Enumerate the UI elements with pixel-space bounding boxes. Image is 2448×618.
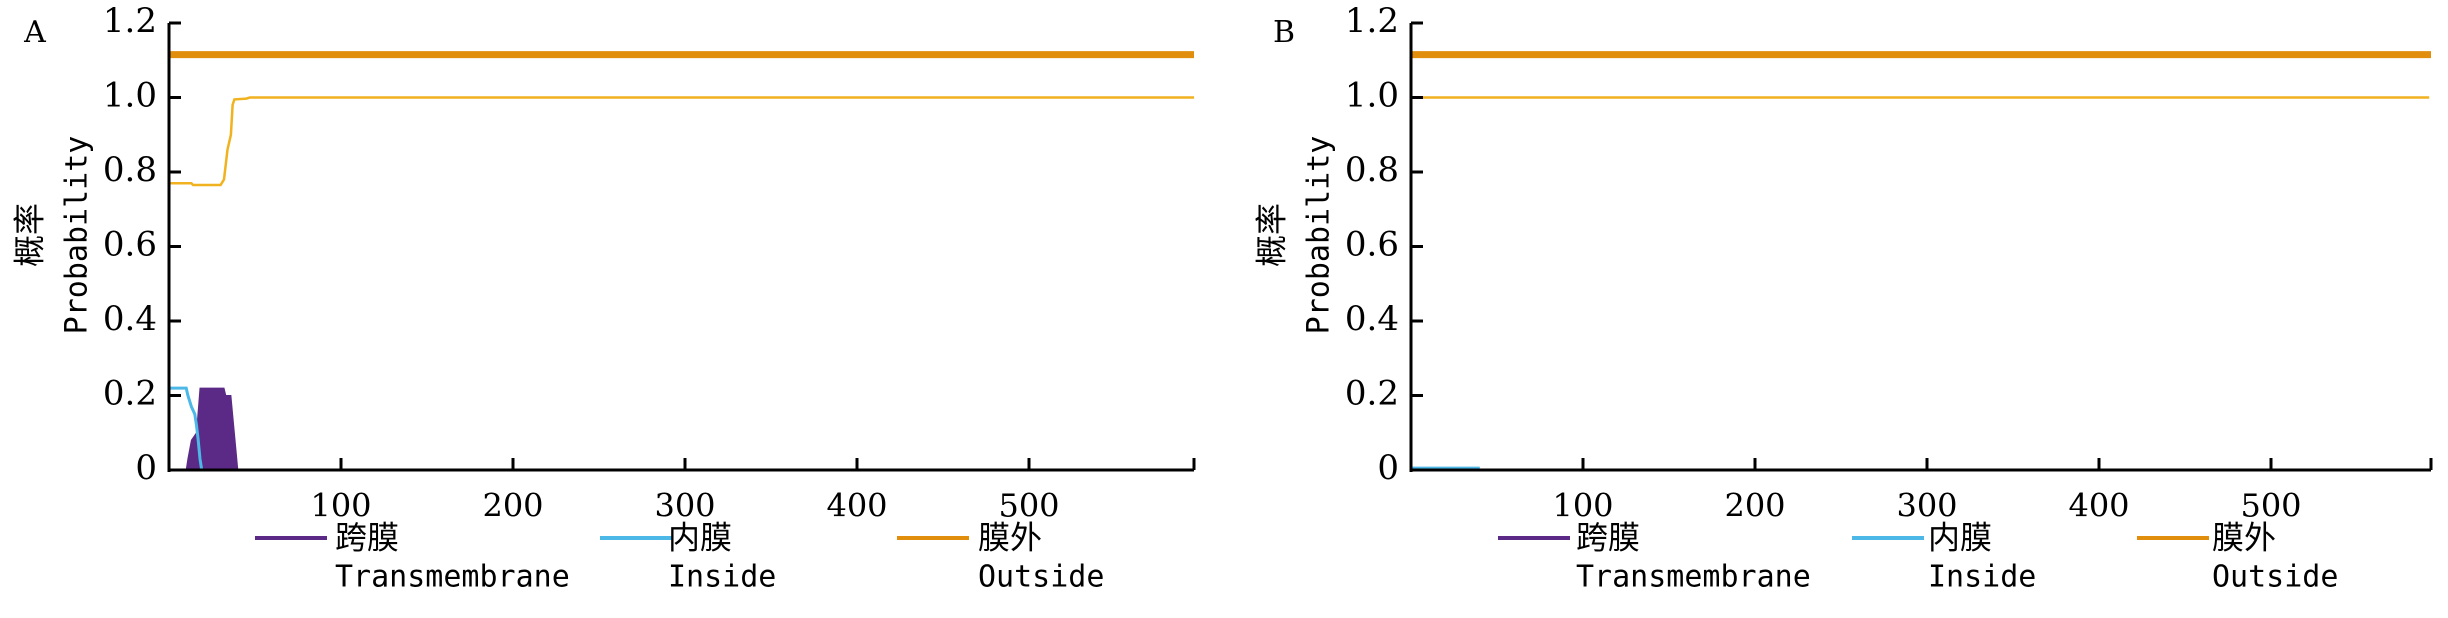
legend-label: Outside	[978, 560, 1104, 595]
panel-a: A 概率 Probability 0 0.2 0.4 0.6 0.8 1.0 1.2 100 200 3…	[11, 1, 1196, 595]
legend-label: Transmembrane	[1576, 560, 1811, 595]
y-axis-label-cn: 概率	[11, 203, 49, 267]
legend-label-cn: 膜外	[978, 519, 1042, 557]
x-tick-label: 400	[826, 487, 887, 525]
y-tick-label: 0.4	[1345, 299, 1399, 339]
x-tick-label: 100	[1552, 487, 1613, 525]
x-tick-label: 200	[1724, 487, 1785, 525]
legend-label-cn: 内膜	[1928, 519, 1992, 557]
y-tick-label: 0	[1377, 448, 1399, 488]
x-tick-label: 500	[998, 487, 1059, 525]
y-tick-label: 0.2	[103, 374, 157, 414]
legend-label: Transmembrane	[335, 560, 570, 595]
panel-label: A	[23, 15, 46, 50]
y-axis-label: Probability	[1302, 136, 1337, 335]
x-tick-label: 400	[2068, 487, 2129, 525]
legend-label-cn: 跨膜	[1576, 519, 1640, 557]
y-tick-label: 1.0	[1345, 76, 1399, 116]
y-tick-label: 0	[135, 448, 157, 488]
y-tick-label: 1.2	[103, 1, 157, 41]
series-outside-line	[169, 96, 1195, 187]
y-axis-label-cn: 概率	[1253, 203, 1291, 267]
y-tick-label: 1.0	[103, 76, 157, 116]
series-inside-line	[169, 386, 1195, 472]
legend-label: Outside	[2212, 560, 2338, 595]
legend-label-cn: 内膜	[668, 519, 732, 557]
x-tick-label: 100	[310, 487, 371, 525]
series-transmembrane-area	[185, 387, 239, 471]
panel-label: B	[1273, 15, 1295, 50]
legend-label-cn: 跨膜	[335, 519, 399, 557]
y-tick-label: 0.6	[1345, 225, 1399, 265]
y-tick-label: 0.8	[1345, 150, 1399, 190]
x-tick-label: 300	[654, 487, 715, 525]
x-tick-label: 200	[482, 487, 543, 525]
legend-label: Inside	[668, 560, 776, 595]
y-tick-label: 0.2	[1345, 374, 1399, 414]
panel-b: B 概率 Probability 0 0.2 0.4 0.6 0.8 1.0 1.2 100 200 3…	[1253, 1, 2433, 595]
y-tick-label: 0.8	[103, 150, 157, 190]
y-tick-label: 0.6	[103, 225, 157, 265]
legend-label-cn: 膜外	[2212, 519, 2276, 557]
y-axis-label: Probability	[60, 136, 95, 335]
legend-label: Inside	[1928, 560, 2036, 595]
x-tick-label: 500	[2240, 487, 2301, 525]
y-tick-label: 0.4	[103, 299, 157, 339]
x-tick-label: 300	[1896, 487, 1957, 525]
y-tick-label: 1.2	[1345, 1, 1399, 41]
